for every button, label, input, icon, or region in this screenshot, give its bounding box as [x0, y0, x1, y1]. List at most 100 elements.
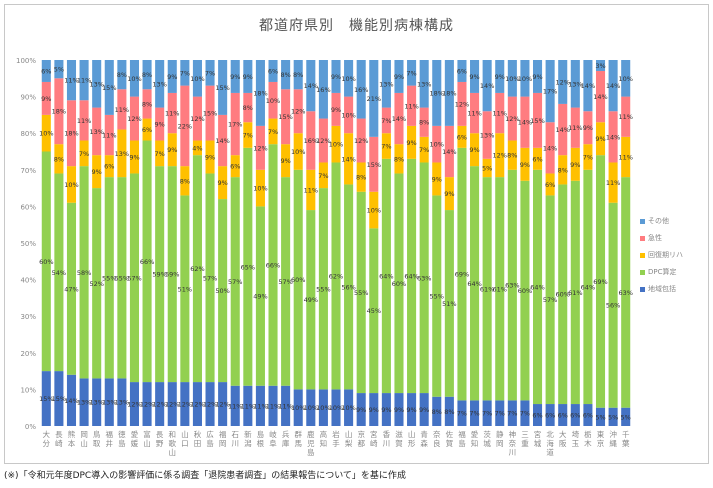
bar-segment: [318, 118, 328, 163]
bar-segment: [394, 60, 404, 93]
bar-segment: [457, 400, 467, 426]
x-tick-label: 高知: [320, 429, 328, 448]
bar-segment: [306, 111, 316, 170]
data-label: 8%: [419, 119, 429, 127]
data-label: 65%: [241, 263, 255, 271]
data-label: 50%: [215, 287, 229, 295]
data-label: 6%: [532, 412, 542, 420]
data-label: 5%: [621, 413, 631, 421]
data-label: 10%: [341, 75, 355, 83]
data-label: 7%: [583, 153, 593, 161]
bar-segment: [92, 378, 102, 426]
data-label: 8%: [507, 152, 517, 160]
bar-segment: [255, 206, 265, 386]
data-label: 14%: [606, 133, 620, 141]
bar-segment: [444, 60, 454, 126]
x-tick-label: 山梨: [345, 429, 353, 448]
x-tick-label: 宮崎: [370, 429, 378, 448]
bar-segment: [419, 60, 429, 108]
bar-segment: [218, 60, 228, 115]
bar-segment: [381, 158, 391, 394]
legend-swatch: [640, 236, 645, 241]
bar-segment: [192, 155, 202, 383]
data-label: 6%: [230, 163, 240, 171]
data-label: 11%: [278, 402, 292, 410]
data-label: 9%: [419, 406, 429, 414]
data-label: 63%: [618, 289, 632, 297]
data-label: 10%: [291, 404, 305, 412]
bar-segment: [356, 191, 366, 394]
data-label: 54%: [52, 269, 66, 277]
bar-segment: [545, 404, 555, 426]
bar-segment: [369, 393, 379, 426]
data-label: 66%: [266, 261, 280, 269]
data-label: 9%: [356, 406, 366, 414]
data-label: 14%: [215, 137, 229, 145]
data-label: 11%: [493, 110, 507, 118]
bar-segment: [306, 169, 316, 211]
bar-segment: [205, 382, 215, 426]
data-label: 18%: [64, 130, 78, 138]
x-tick-label: 香川: [383, 429, 391, 448]
bar-segment: [167, 382, 177, 426]
data-label: 9%: [444, 190, 454, 198]
data-label: 12%: [354, 137, 368, 145]
legend-item: DPC算定: [640, 264, 683, 281]
data-label: 11%: [606, 179, 620, 187]
bar-segment: [205, 140, 215, 174]
bar-segment: [520, 400, 530, 426]
bar-segment: [293, 389, 303, 426]
data-label: 9%: [205, 153, 215, 161]
bar-segment: [495, 400, 505, 426]
data-label: 9%: [532, 73, 542, 81]
data-label: 52%: [89, 280, 103, 288]
bar-segment: [104, 114, 114, 156]
data-label: 57%: [278, 278, 292, 286]
data-label: 7%: [381, 143, 391, 151]
data-label: 10%: [518, 75, 532, 83]
bar-segment: [482, 60, 492, 112]
data-label: 6%: [457, 67, 467, 75]
bar-segment: [306, 389, 316, 426]
data-label: 18%: [430, 89, 444, 97]
x-tick-label: 京都: [357, 429, 365, 448]
legend-label: 急性: [648, 234, 662, 242]
bar-segment: [344, 389, 354, 426]
bar-segment: [331, 389, 341, 426]
x-tick-label: 宮城: [534, 429, 542, 448]
bar-segment: [155, 382, 165, 426]
data-label: 7%: [469, 410, 479, 418]
data-label: 8%: [356, 174, 366, 182]
x-tick-label: 奈良: [433, 429, 441, 448]
legend-swatch: [640, 219, 645, 224]
data-label: 10%: [253, 185, 267, 193]
data-label: 55%: [102, 274, 116, 282]
bar-segment: [394, 173, 404, 394]
data-label: 60%: [291, 276, 305, 284]
data-label: 12%: [127, 401, 141, 409]
data-label: 12%: [505, 115, 519, 123]
bar-segment: [230, 60, 240, 93]
data-label: 14%: [606, 82, 620, 90]
data-label: 12%: [190, 401, 204, 409]
data-label: 15%: [52, 395, 66, 403]
bar-segment: [533, 92, 543, 148]
x-tick-label: 福井: [106, 430, 114, 448]
bar-segment: [621, 407, 631, 426]
bar-segment: [558, 184, 568, 405]
bar-segment: [533, 60, 543, 93]
bar-segment: [356, 118, 366, 163]
data-label: 11%: [102, 132, 116, 140]
y-tick-label: 80%: [20, 130, 36, 138]
legend-item: 急性: [640, 230, 683, 247]
data-label: 7%: [243, 132, 253, 140]
x-tick-label: 岐阜: [269, 429, 277, 448]
bar-segment: [318, 60, 328, 119]
data-label: 13%: [379, 80, 393, 88]
bar-segment: [432, 396, 442, 426]
x-tick-label: 佐賀: [446, 429, 454, 448]
bar-segment: [293, 133, 303, 170]
bar-segment: [457, 60, 467, 82]
bar-segment: [432, 162, 442, 196]
legend-swatch: [640, 270, 645, 275]
